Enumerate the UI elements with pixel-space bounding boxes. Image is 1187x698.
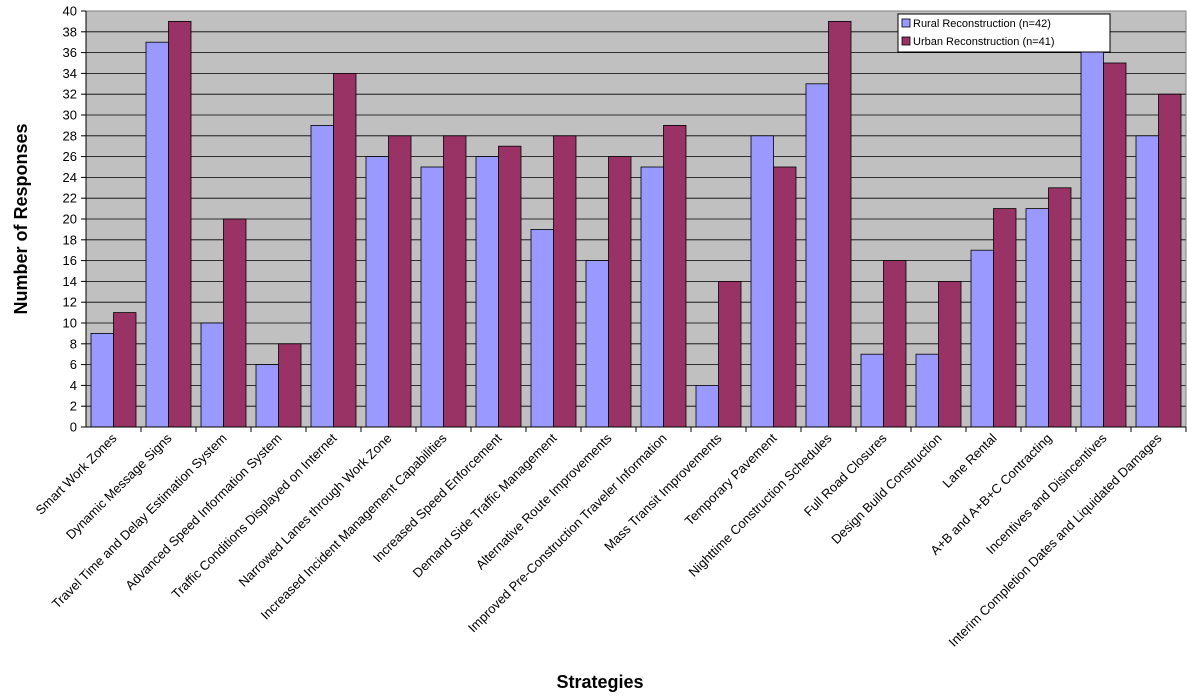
bar-rural bbox=[365, 156, 389, 428]
y-tick-label: 30 bbox=[63, 108, 77, 123]
x-tick-label: Dynamic Message Signs bbox=[63, 430, 175, 542]
bar-rural bbox=[970, 249, 994, 428]
bar-rural bbox=[1135, 135, 1159, 428]
bar-rural bbox=[1025, 208, 1049, 428]
y-tick-label: 32 bbox=[63, 87, 77, 102]
x-tick-label: Lane Rental bbox=[939, 430, 999, 490]
bar-urban bbox=[718, 280, 742, 428]
bar-urban bbox=[1103, 62, 1127, 428]
bar-urban bbox=[1158, 93, 1182, 428]
legend-swatch-urban bbox=[901, 36, 911, 46]
bar-urban bbox=[388, 135, 412, 428]
bar-rural bbox=[805, 83, 829, 428]
x-tick-label: Increased Incident Management Capabiliti… bbox=[258, 430, 450, 622]
x-axis-title: Strategies bbox=[556, 672, 643, 692]
legend-label-urban: Urban Reconstruction (n=41) bbox=[913, 36, 1055, 48]
legend-box bbox=[897, 13, 1111, 53]
legend: Rural Reconstruction (n=42) Urban Recons… bbox=[897, 13, 1111, 53]
bar-urban bbox=[443, 135, 467, 428]
x-tick-label: Temporary Pavement bbox=[682, 430, 780, 528]
bar-rural bbox=[585, 260, 609, 428]
y-tick-label: 0 bbox=[70, 420, 77, 435]
bar-rural bbox=[1080, 41, 1104, 428]
bar-rural bbox=[90, 332, 114, 428]
y-tick-label: 6 bbox=[70, 357, 77, 372]
y-tick-label: 16 bbox=[63, 253, 77, 268]
y-tick-label: 8 bbox=[70, 336, 77, 351]
bar-urban bbox=[223, 218, 247, 428]
y-tick-label: 26 bbox=[63, 149, 77, 164]
y-tick-label: 40 bbox=[63, 4, 77, 19]
y-tick-label: 10 bbox=[63, 316, 77, 331]
y-tick-label: 28 bbox=[63, 128, 77, 143]
bar-urban bbox=[828, 20, 852, 428]
bar-rural bbox=[915, 353, 939, 428]
y-tick-label: 34 bbox=[63, 66, 77, 81]
bar-urban bbox=[498, 145, 522, 428]
bar-urban bbox=[113, 312, 137, 428]
bar-rural bbox=[530, 228, 554, 428]
bar-rural bbox=[310, 125, 334, 428]
y-tick-label: 4 bbox=[70, 378, 77, 393]
y-tick-label: 24 bbox=[63, 170, 77, 185]
bar-urban bbox=[663, 125, 687, 428]
y-tick-label: 36 bbox=[63, 45, 77, 60]
bar-urban bbox=[1048, 187, 1072, 428]
bar-urban bbox=[278, 343, 302, 428]
x-tick-label: Interim Completion Dates and Liquidated … bbox=[946, 430, 1165, 649]
bar-rural bbox=[640, 166, 664, 428]
bar-rural bbox=[145, 41, 169, 428]
x-tick-label: Improved Pre-Construction Traveler Infor… bbox=[465, 431, 670, 636]
bar-urban bbox=[168, 20, 192, 428]
legend-label-rural: Rural Reconstruction (n=42) bbox=[913, 18, 1051, 30]
y-tick-label: 22 bbox=[63, 191, 77, 206]
bar-rural bbox=[860, 353, 884, 428]
y-tick-label: 2 bbox=[70, 399, 77, 414]
bar-urban bbox=[938, 280, 962, 428]
x-tick-label: Design Build Construction bbox=[828, 431, 944, 547]
bar-rural bbox=[255, 364, 279, 428]
bar-urban bbox=[773, 166, 797, 428]
y-tick-label: 12 bbox=[63, 295, 77, 310]
y-tick-label: 14 bbox=[63, 274, 77, 289]
y-tick-label: 38 bbox=[63, 24, 77, 39]
bar-rural bbox=[420, 166, 444, 428]
bars bbox=[90, 20, 1182, 428]
legend-swatch-rural bbox=[901, 18, 911, 28]
y-axis-title: Number of Responses bbox=[11, 123, 31, 314]
bar-rural bbox=[200, 322, 224, 428]
bar-urban bbox=[993, 208, 1017, 428]
bar-rural bbox=[750, 135, 774, 428]
y-tick-label: 18 bbox=[63, 232, 77, 247]
bar-rural bbox=[475, 156, 499, 428]
bar-rural bbox=[695, 384, 719, 428]
bar-urban bbox=[883, 260, 907, 428]
bar-urban bbox=[608, 156, 632, 428]
bar-urban bbox=[333, 73, 357, 428]
bar-urban bbox=[553, 135, 577, 428]
y-tick-label: 20 bbox=[63, 212, 77, 227]
